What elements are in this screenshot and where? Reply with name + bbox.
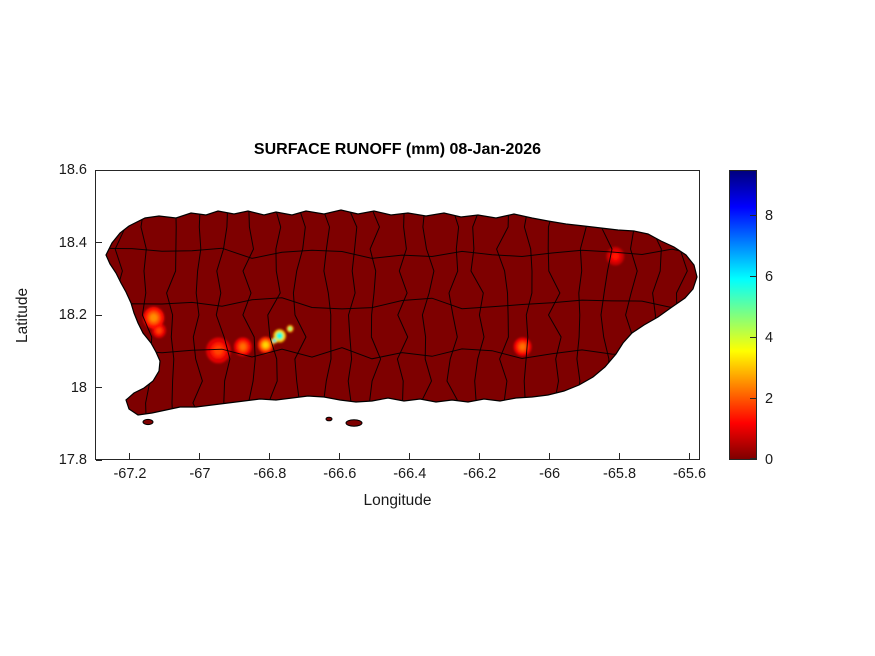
x-tick-label: -65.8: [603, 466, 637, 482]
x-tick-label: -66.4: [393, 466, 427, 482]
coastline: [105, 209, 698, 416]
x-tick-mark: [479, 453, 481, 459]
x-tick-label: -66.6: [323, 466, 357, 482]
offshore-islets: [142, 416, 363, 427]
x-tick-label: -67: [189, 466, 211, 482]
x-tick-mark: [619, 453, 621, 459]
x-axis-label: Longitude: [363, 492, 432, 509]
x-tick-label: -67.2: [113, 466, 147, 482]
x-tick-label: -66.8: [253, 466, 287, 482]
puerto-rico-map: [105, 209, 698, 427]
x-tick-mark: [269, 453, 271, 459]
colorbar-tick-label: 8: [765, 207, 774, 224]
x-tick-mark: [689, 453, 690, 459]
colorbar-tick-mark: [750, 398, 756, 400]
colorbar-tick-label: 0: [765, 452, 774, 468]
colorbar-tick-mark: [750, 337, 756, 339]
runoff-hotspots: [143, 247, 625, 364]
x-tick-mark: [129, 453, 131, 459]
y-tick-mark: [96, 314, 102, 316]
x-tick-mark: [409, 453, 411, 459]
x-tick-label: -65.6: [672, 466, 707, 482]
colorbar-tick-label: 2: [765, 390, 774, 407]
island-fill: [106, 210, 697, 415]
colorbar-tick-mark: [750, 215, 756, 217]
y-tick-label: 18.6: [58, 162, 87, 178]
y-tick-label: 18.2: [58, 307, 87, 323]
x-tick-mark: [199, 453, 201, 459]
x-tick-label: -66.2: [463, 466, 497, 482]
colorbar-tick-label: 4: [765, 329, 774, 346]
colorbar-tick-label: 6: [765, 268, 774, 285]
y-tick-label: 18: [70, 379, 87, 396]
y-tick-label: 17.8: [58, 452, 87, 468]
y-tick-label: 18.4: [58, 234, 87, 251]
x-tick-mark: [339, 453, 341, 459]
colorbar-tick-mark: [750, 457, 756, 459]
x-tick-label: -66: [539, 466, 561, 482]
chart-title: SURFACE RUNOFF (mm) 08-Jan-2026: [253, 141, 542, 158]
y-tick-mark: [96, 169, 102, 171]
plot-area: [95, 170, 700, 460]
colorbar-tick-mark: [750, 276, 756, 278]
x-tick-mark: [549, 453, 551, 459]
colorbar: [729, 170, 757, 460]
y-tick-mark: [96, 459, 102, 461]
y-tick-mark: [96, 242, 102, 243]
y-tick-mark: [96, 387, 102, 388]
